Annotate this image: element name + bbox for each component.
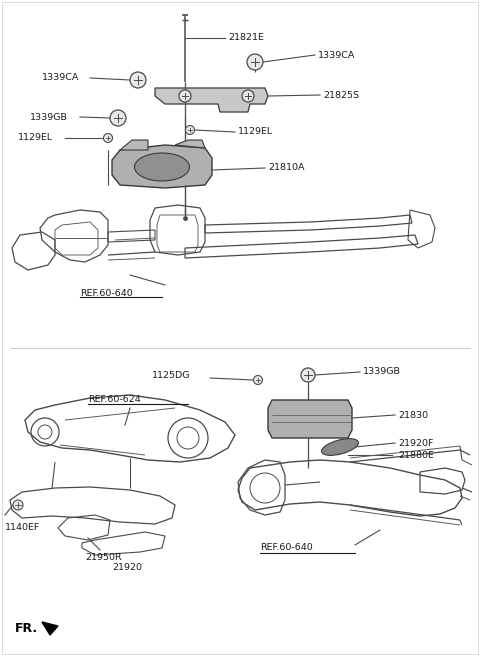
Text: 21821E: 21821E: [228, 33, 264, 43]
Polygon shape: [42, 622, 58, 635]
Text: 1140EF: 1140EF: [5, 523, 40, 533]
Text: 1129EL: 1129EL: [18, 134, 53, 142]
Text: 1339GB: 1339GB: [30, 112, 68, 121]
Polygon shape: [120, 140, 148, 150]
Text: 21920F: 21920F: [398, 438, 433, 447]
Ellipse shape: [322, 439, 359, 455]
Polygon shape: [175, 140, 205, 148]
Circle shape: [242, 90, 254, 102]
Circle shape: [104, 134, 112, 142]
Circle shape: [179, 90, 191, 102]
Text: 21830: 21830: [398, 411, 428, 419]
Text: 21880E: 21880E: [398, 451, 434, 459]
Text: 1339CA: 1339CA: [42, 73, 79, 83]
Circle shape: [185, 125, 194, 134]
Polygon shape: [155, 88, 268, 112]
Circle shape: [247, 54, 263, 70]
Text: 1125DG: 1125DG: [152, 371, 191, 380]
Text: REF.60-624: REF.60-624: [88, 396, 141, 405]
Circle shape: [13, 500, 23, 510]
Circle shape: [130, 72, 146, 88]
Circle shape: [110, 110, 126, 126]
Text: 21810A: 21810A: [268, 163, 304, 173]
Text: REF.60-640: REF.60-640: [80, 289, 133, 298]
Text: 21825S: 21825S: [323, 91, 359, 100]
Text: 21920: 21920: [112, 564, 142, 573]
Text: 21950R: 21950R: [85, 554, 121, 562]
Text: 1339CA: 1339CA: [318, 51, 355, 60]
Text: FR.: FR.: [15, 621, 38, 634]
Text: 1339GB: 1339GB: [363, 367, 401, 377]
Circle shape: [253, 375, 263, 384]
Text: REF.60-640: REF.60-640: [260, 544, 313, 552]
Circle shape: [301, 368, 315, 382]
Text: 1129EL: 1129EL: [238, 127, 273, 136]
Ellipse shape: [134, 153, 190, 181]
Polygon shape: [268, 400, 352, 438]
Polygon shape: [112, 145, 212, 188]
